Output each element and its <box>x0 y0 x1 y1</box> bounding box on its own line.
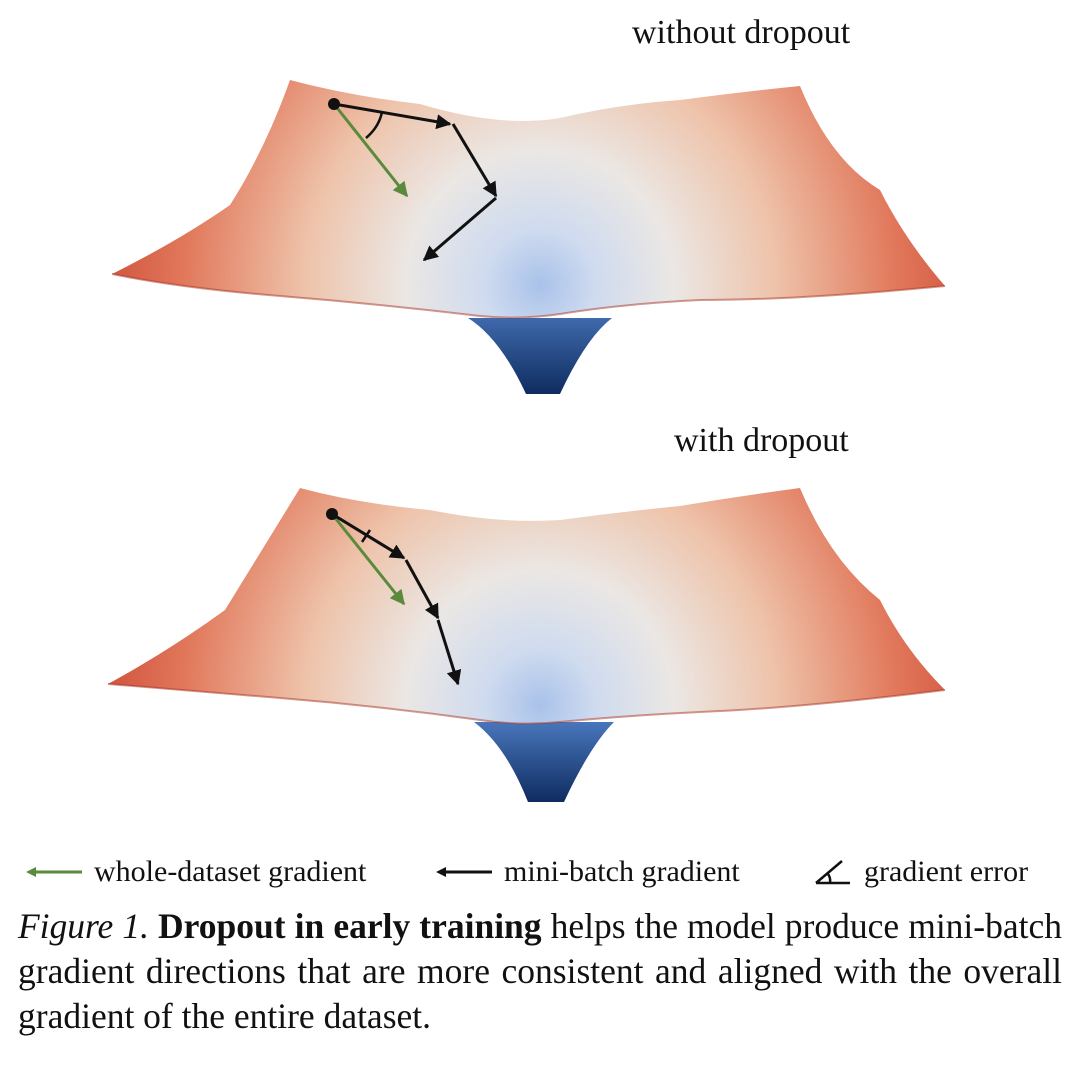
whole-dataset-gradient-arrow <box>330 513 406 606</box>
caption-bold-text: Dropout in early training <box>158 906 542 946</box>
surface-edge <box>107 683 946 725</box>
loss-surface-with-dropout <box>107 488 946 802</box>
surface-edge <box>111 273 946 319</box>
angle-icon <box>815 860 850 885</box>
figure-label: Figure 1. <box>18 906 149 946</box>
panel-title-without-dropout: without dropout <box>632 14 851 51</box>
caption-text: helps the model produce mini-batch gradi… <box>18 906 1062 1036</box>
left-arrow-black-icon <box>436 867 492 877</box>
surface <box>112 80 945 318</box>
left-arrow-green-icon <box>26 867 82 877</box>
start-point <box>328 98 340 110</box>
mini-batch-gradient-arrow <box>333 102 452 130</box>
legend-label-mini-batch: mini-batch gradient <box>504 855 740 888</box>
figure-caption: Figure 1. Dropout in early training help… <box>18 904 1062 1039</box>
gradient-error-arc <box>365 111 384 139</box>
legend-item-whole-dataset: whole-dataset gradient <box>26 848 366 896</box>
start-point <box>326 508 338 520</box>
whole-dataset-gradient-arrow <box>332 103 409 198</box>
funnel <box>474 722 614 802</box>
mini-batch-gradient-arrow <box>404 559 440 620</box>
mini-batch-gradient-arrow <box>331 512 406 560</box>
surface <box>108 488 945 724</box>
legend-label-whole-dataset: whole-dataset gradient <box>94 855 367 888</box>
loss-surface-without-dropout <box>111 80 946 394</box>
legend-label-gradient-error: gradient error <box>864 855 1029 888</box>
legend-item-gradient-error: gradient error <box>812 848 1028 896</box>
legend: whole-dataset gradient mini-batch gradie… <box>0 848 1080 896</box>
mini-batch-gradient-arrow <box>451 123 498 198</box>
mini-batch-gradient-arrow <box>422 196 497 262</box>
mini-batch-gradient-arrow <box>436 619 462 686</box>
panel-title-with-dropout: with dropout <box>674 422 849 459</box>
legend-item-mini-batch: mini-batch gradient <box>436 848 740 896</box>
funnel <box>468 318 612 394</box>
